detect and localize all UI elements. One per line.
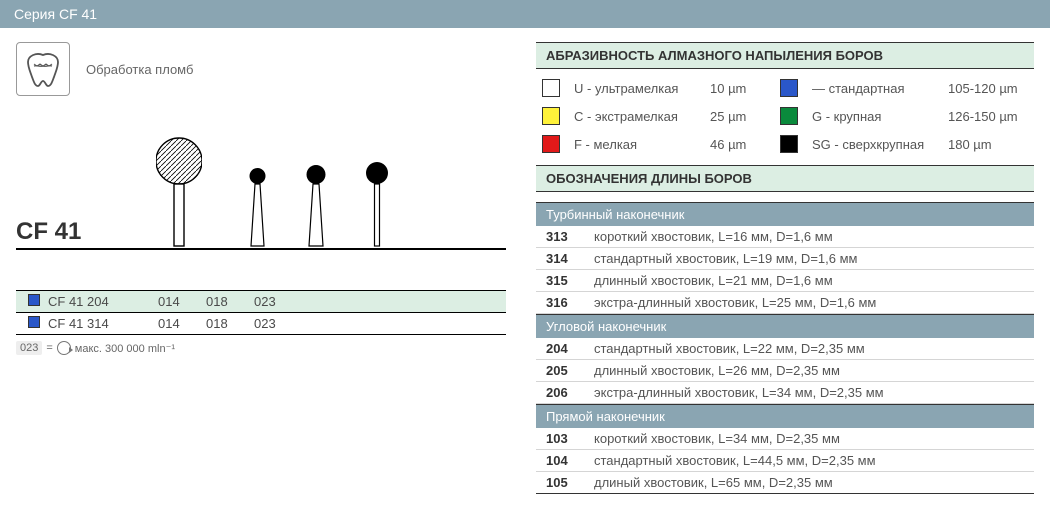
length-row: 204 стандартный хвостовик, L=22 мм, D=2,… [536, 338, 1034, 360]
length-text: стандартный хвостовик, L=22 мм, D=2,35 м… [594, 341, 865, 356]
bur-shape [248, 166, 267, 248]
length-code: 103 [546, 431, 580, 446]
sku-size: 018 [202, 313, 250, 335]
abras-swatch [780, 135, 798, 153]
note-code: 023 [16, 341, 42, 355]
bur-shape [156, 136, 202, 248]
sku-code: CF 41 204 [44, 291, 154, 313]
length-code: 314 [546, 251, 580, 266]
sku-size: 023 [250, 313, 298, 335]
length-code: 105 [546, 475, 580, 490]
sku-swatch [28, 316, 40, 328]
length-text: экстра-длинный хвостовик, L=25 мм, D=1,6… [594, 295, 876, 310]
sku-size: 014 [154, 313, 202, 335]
sku-size: 023 [250, 291, 298, 313]
abras-swatch [780, 79, 798, 97]
abras-label: F - мелкая [574, 137, 700, 152]
sku-table: CF 41 204 014018023 CF 41 314 014018023 [16, 290, 506, 335]
length-code: 313 [546, 229, 580, 244]
length-code: 104 [546, 453, 580, 468]
abras-label: G - крупная [812, 109, 938, 124]
sku-row: CF 41 204 014018023 [16, 291, 506, 313]
abras-value: 126-150 µm [948, 109, 1028, 124]
product-name: CF 41 [16, 218, 81, 246]
equals: = [46, 342, 52, 354]
sku-code: CF 41 314 [44, 313, 154, 335]
length-group-head: Прямой наконечник [536, 404, 1034, 428]
bur-shape [366, 160, 388, 248]
length-text: стандартный хвостовик, L=44,5 мм, D=2,35… [594, 453, 876, 468]
abras-swatch [780, 107, 798, 125]
length-text: короткий хвостовик, L=34 мм, D=2,35 мм [594, 431, 840, 446]
abras-value: 25 µm [710, 109, 770, 124]
length-row: 315 длинный хвостовик, L=21 мм, D=1,6 мм [536, 270, 1034, 292]
sku-row: CF 41 314 014018023 [16, 313, 506, 335]
sku-size: 014 [154, 291, 202, 313]
abras-title: АБРАЗИВНОСТЬ АЛМАЗНОГО НАПЫЛЕНИЯ БОРОВ [536, 42, 1034, 69]
length-row: 103 короткий хвостовик, L=34 мм, D=2,35 … [536, 428, 1034, 450]
tooth-icon [16, 42, 70, 96]
note-text: макс. 300 000 mln⁻¹ [75, 342, 175, 355]
length-text: длинный хвостовик, L=26 мм, D=2,35 мм [594, 363, 840, 378]
rotation-icon [57, 341, 71, 355]
length-text: длиный хвостовик, L=65 мм, D=2,35 мм [594, 475, 833, 490]
abras-label: — стандартная [812, 81, 938, 96]
abras-value: 46 µm [710, 137, 770, 152]
abras-swatch [542, 107, 560, 125]
series-title: Серия CF 41 [14, 6, 97, 22]
length-text: длинный хвостовик, L=21 мм, D=1,6 мм [594, 273, 833, 288]
length-code: 205 [546, 363, 580, 378]
length-row: 313 короткий хвостовик, L=16 мм, D=1,6 м… [536, 226, 1034, 248]
length-title: ОБОЗНАЧЕНИЯ ДЛИНЫ БОРОВ [536, 165, 1034, 192]
abras-value: 105-120 µm [948, 81, 1028, 96]
abras-value: 180 µm [948, 137, 1028, 152]
right-column: АБРАЗИВНОСТЬ АЛМАЗНОГО НАПЫЛЕНИЯ БОРОВ U… [536, 42, 1034, 494]
length-row: 314 стандартный хвостовик, L=19 мм, D=1,… [536, 248, 1034, 270]
length-code: 204 [546, 341, 580, 356]
length-code: 206 [546, 385, 580, 400]
content: Обработка пломб CF 41 CF 41 204 01401802… [0, 28, 1050, 504]
series-header: Серия CF 41 [0, 0, 1050, 28]
length-text: короткий хвостовик, L=16 мм, D=1,6 мм [594, 229, 833, 244]
abras-label: SG - сверхкрупная [812, 137, 938, 152]
length-text: экстра-длинный хвостовик, L=34 мм, D=2,3… [594, 385, 884, 400]
length-row: 104 стандартный хвостовик, L=44,5 мм, D=… [536, 450, 1034, 472]
usage-block: Обработка пломб [16, 42, 506, 96]
abras-swatch [542, 135, 560, 153]
length-group-head: Угловой наконечник [536, 314, 1034, 338]
length-code: 315 [546, 273, 580, 288]
max-rpm-note: 023 = макс. 300 000 mln⁻¹ [16, 341, 506, 355]
length-row: 105 длиный хвостовик, L=65 мм, D=2,35 мм [536, 472, 1034, 494]
abras-grid: U - ультрамелкая 10 µm — стандартная 105-12… [536, 79, 1034, 165]
bur-shape [306, 163, 326, 248]
usage-label: Обработка пломб [86, 62, 193, 77]
sku-swatch [28, 294, 40, 306]
bur-diagram: CF 41 [16, 120, 506, 280]
length-row: 205 длинный хвостовик, L=26 мм, D=2,35 м… [536, 360, 1034, 382]
baseline [16, 248, 506, 250]
length-code: 316 [546, 295, 580, 310]
length-row: 316 экстра-длинный хвостовик, L=25 мм, D… [536, 292, 1034, 314]
abras-swatch [542, 79, 560, 97]
length-row: 206 экстра-длинный хвостовик, L=34 мм, D… [536, 382, 1034, 404]
length-text: стандартный хвостовик, L=19 мм, D=1,6 мм [594, 251, 857, 266]
abras-label: C - экстрамелкая [574, 109, 700, 124]
abras-label: U - ультрамелкая [574, 81, 700, 96]
length-groups: Турбинный наконечник313 короткий хвостов… [536, 202, 1034, 494]
left-column: Обработка пломб CF 41 CF 41 204 01401802… [16, 42, 506, 494]
sku-size: 018 [202, 291, 250, 313]
length-group-head: Турбинный наконечник [536, 202, 1034, 226]
abras-value: 10 µm [710, 81, 770, 96]
